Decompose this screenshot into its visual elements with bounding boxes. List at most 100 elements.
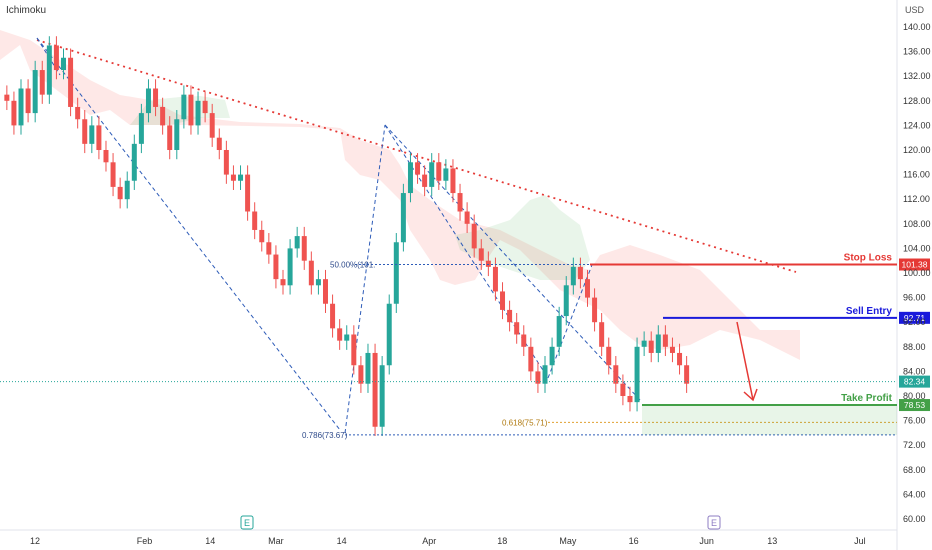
fib-dashed-line — [547, 264, 593, 379]
level-price-badge — [899, 311, 930, 324]
y-tick-label: 108.00 — [903, 219, 931, 229]
candle-body — [188, 94, 194, 126]
candle-body — [209, 113, 215, 138]
candle-body — [478, 248, 484, 261]
y-tick-label: 64.00 — [903, 489, 926, 499]
candle-body — [252, 211, 258, 230]
candle-body — [592, 297, 598, 323]
candle-body — [457, 193, 463, 212]
y-tick-label: 116.00 — [903, 170, 930, 180]
candle-body — [535, 371, 541, 384]
candle-body — [266, 242, 272, 255]
candles — [4, 36, 690, 436]
candle-body — [259, 229, 265, 243]
earnings-marker-label: E — [244, 518, 250, 528]
y-tick-label: 112.00 — [903, 194, 930, 204]
candle-body — [577, 266, 583, 280]
candle-body — [68, 57, 74, 107]
candle-body — [514, 322, 520, 335]
candle-body — [358, 365, 364, 384]
candle-body — [549, 346, 555, 366]
candle-body — [223, 150, 229, 175]
x-tick-label: Apr — [422, 536, 436, 546]
candle-body — [273, 254, 279, 280]
candle-body — [450, 168, 456, 194]
candle-body — [195, 100, 201, 126]
candle-body — [556, 316, 562, 347]
downtrend-line — [36, 39, 797, 273]
y-tick-label: 100.00 — [903, 268, 931, 278]
candle-body — [386, 303, 392, 366]
y-tick-label: 84.00 — [903, 366, 926, 376]
earnings-marker — [707, 515, 721, 530]
price-axis: 140.00 136.00 132.00 128.00 124.00 120.00 116.… — [903, 22, 931, 524]
level-name: Sell Entry — [846, 306, 893, 317]
candle-body — [500, 291, 506, 310]
x-tick-label: Mar — [268, 536, 284, 546]
price-levels: 50.00%(101. 0.786(73.67) 0.618(75.71) Stop … — [0, 253, 930, 440]
candle-body — [46, 45, 52, 95]
projection-arrow-head — [743, 388, 758, 402]
candle-body — [584, 279, 590, 298]
candle-body — [110, 162, 116, 187]
cloud-bearish — [0, 30, 800, 360]
candle-body — [351, 334, 357, 366]
y-tick-label: 80.00 — [903, 391, 926, 401]
candle-body — [82, 119, 88, 144]
candle-body — [103, 150, 109, 163]
candle-body — [238, 174, 244, 181]
level-price-value: 101.38 — [902, 260, 928, 270]
candle-body — [485, 260, 491, 267]
fib-dashed-line — [36, 37, 341, 431]
candle-body — [677, 352, 683, 366]
candle-body — [39, 70, 45, 95]
candle-body — [117, 186, 123, 200]
candle-body — [230, 174, 236, 181]
x-tick-label: 14 — [337, 536, 347, 546]
current-price-value: 82.34 — [904, 377, 926, 387]
candle-body — [655, 334, 661, 353]
y-tick-label: 60.00 — [903, 514, 926, 524]
y-tick-label: 136.00 — [903, 47, 931, 57]
candle-body — [627, 396, 633, 403]
x-tick-label: Feb — [137, 536, 153, 546]
candle-body — [599, 322, 605, 347]
candle-body — [684, 365, 690, 384]
candle-body — [202, 100, 208, 114]
x-tick-label: 14 — [205, 536, 215, 546]
x-tick-label: May — [559, 536, 577, 546]
candle-body — [301, 236, 307, 261]
candle-body — [4, 94, 10, 101]
x-tick-label: 16 — [629, 536, 639, 546]
y-tick-label: 76.00 — [903, 416, 926, 426]
x-tick-label: Jun — [699, 536, 714, 546]
candle-body — [563, 285, 569, 317]
time-axis: 12 Feb 14 Mar 14 Apr 18 May 16 Jun 13 Jul E E — [30, 515, 866, 546]
candle-body — [174, 119, 180, 150]
x-tick-label: 12 — [30, 536, 40, 546]
x-tick-label: 18 — [497, 536, 507, 546]
candle-body — [507, 309, 513, 323]
grid — [0, 0, 898, 550]
candle-body — [308, 260, 314, 286]
currency-label: USD — [905, 5, 925, 15]
candle-body — [280, 279, 286, 286]
level-price-badge — [899, 258, 930, 271]
candle-body — [528, 346, 534, 372]
y-tick-label: 104.00 — [903, 243, 931, 253]
level-name: Stop Loss — [844, 253, 893, 264]
y-tick-label: 128.00 — [903, 96, 931, 106]
candle-body — [570, 266, 576, 286]
candle-body — [181, 94, 187, 120]
candle-body — [429, 162, 435, 187]
y-tick-label: 124.00 — [903, 120, 931, 130]
candle-body — [422, 174, 428, 187]
candle-body — [648, 340, 654, 353]
candle-body — [330, 303, 336, 329]
candle-body — [641, 340, 647, 347]
candle-body — [32, 70, 38, 114]
candle-body — [11, 100, 17, 126]
candle-body — [131, 143, 137, 181]
candle-body — [160, 106, 166, 126]
